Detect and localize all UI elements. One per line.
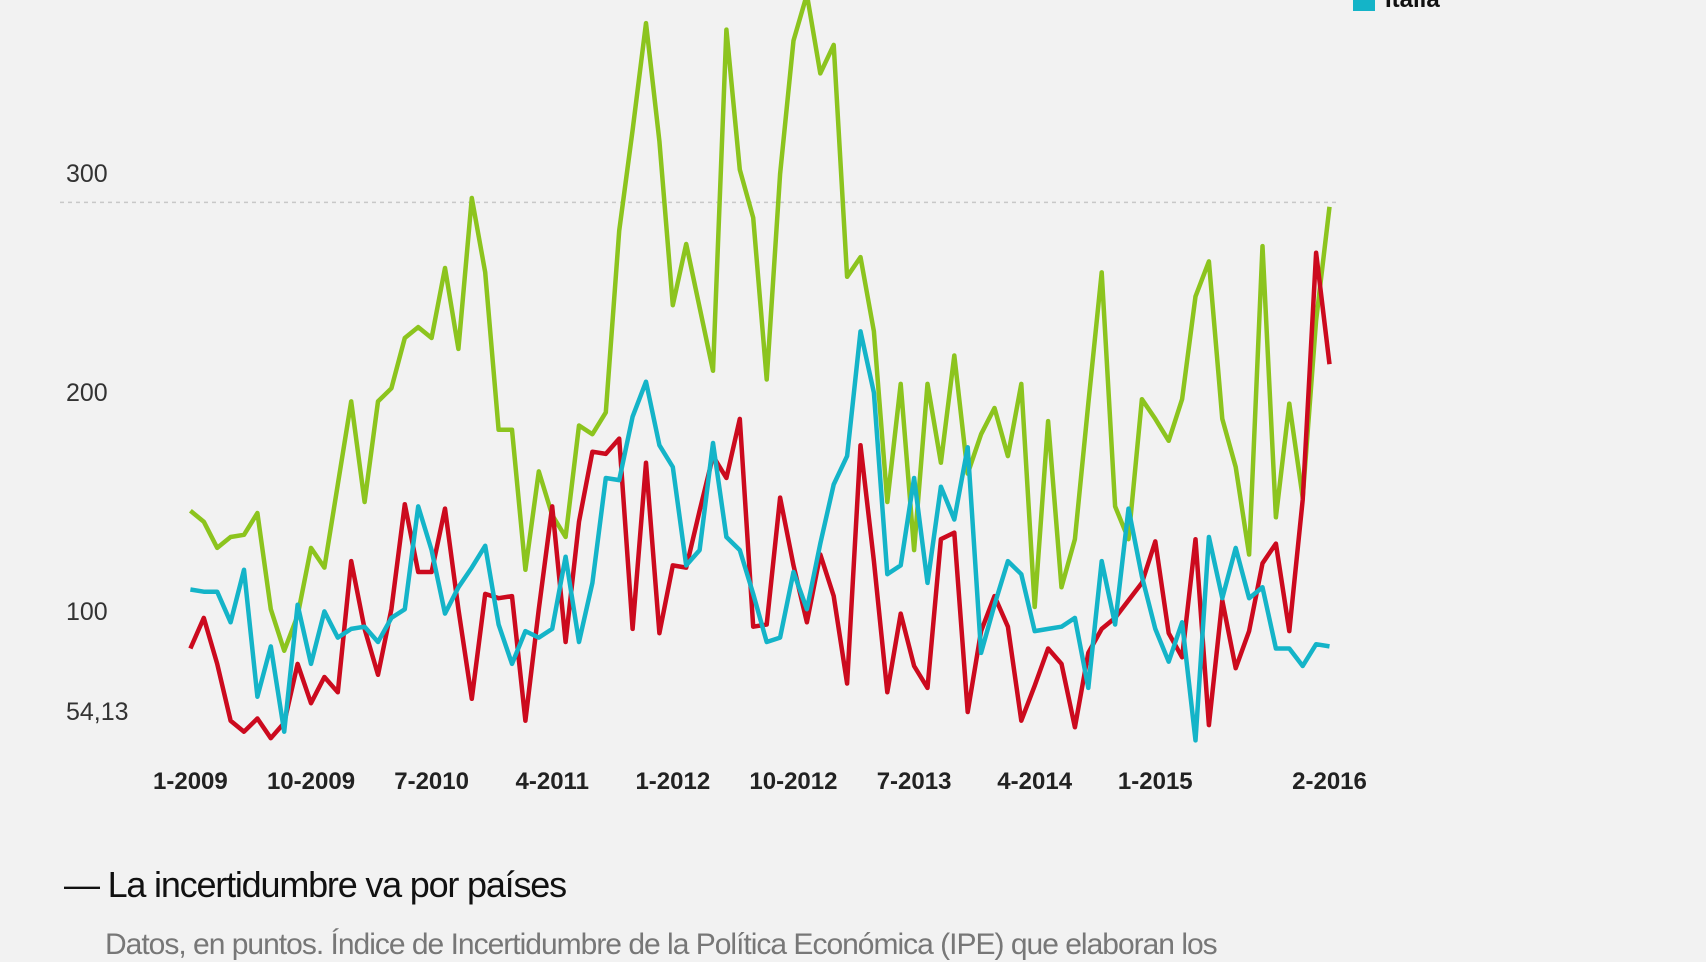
x-tick-label: 2-2016 <box>1292 768 1367 795</box>
x-tick-label: 10-2012 <box>749 768 838 795</box>
y-tick-label: 300 <box>66 160 108 189</box>
x-tick-label: 7-2013 <box>876 768 952 795</box>
y-tick-label: 200 <box>66 379 108 408</box>
x-tick-label: 1-2015 <box>1117 768 1193 795</box>
x-tick-label: 1-2009 <box>153 768 228 795</box>
series-line-0 <box>188 0 1332 653</box>
chart-subtitle: Datos, en puntos. Índice de Incertidumbr… <box>105 928 1218 961</box>
chart-title: — La incertidumbre va por países <box>64 864 567 905</box>
x-tick-label: 10-2009 <box>266 768 356 795</box>
y-tick-label: 54,13 <box>66 698 129 727</box>
legend-label-italia: Italia <box>1385 0 1440 14</box>
x-tick-label: 4-2011 <box>515 768 589 795</box>
y-tick-label: 100 <box>66 597 108 626</box>
x-tick-label: 4-2014 <box>997 768 1073 795</box>
legend-swatch-italia <box>1353 0 1375 11</box>
series-line-italia <box>190 329 1330 743</box>
legend: Italia <box>1353 0 1440 14</box>
x-tick-label: 7-2010 <box>394 768 469 795</box>
x-tick-label: 1-2012 <box>635 768 711 795</box>
